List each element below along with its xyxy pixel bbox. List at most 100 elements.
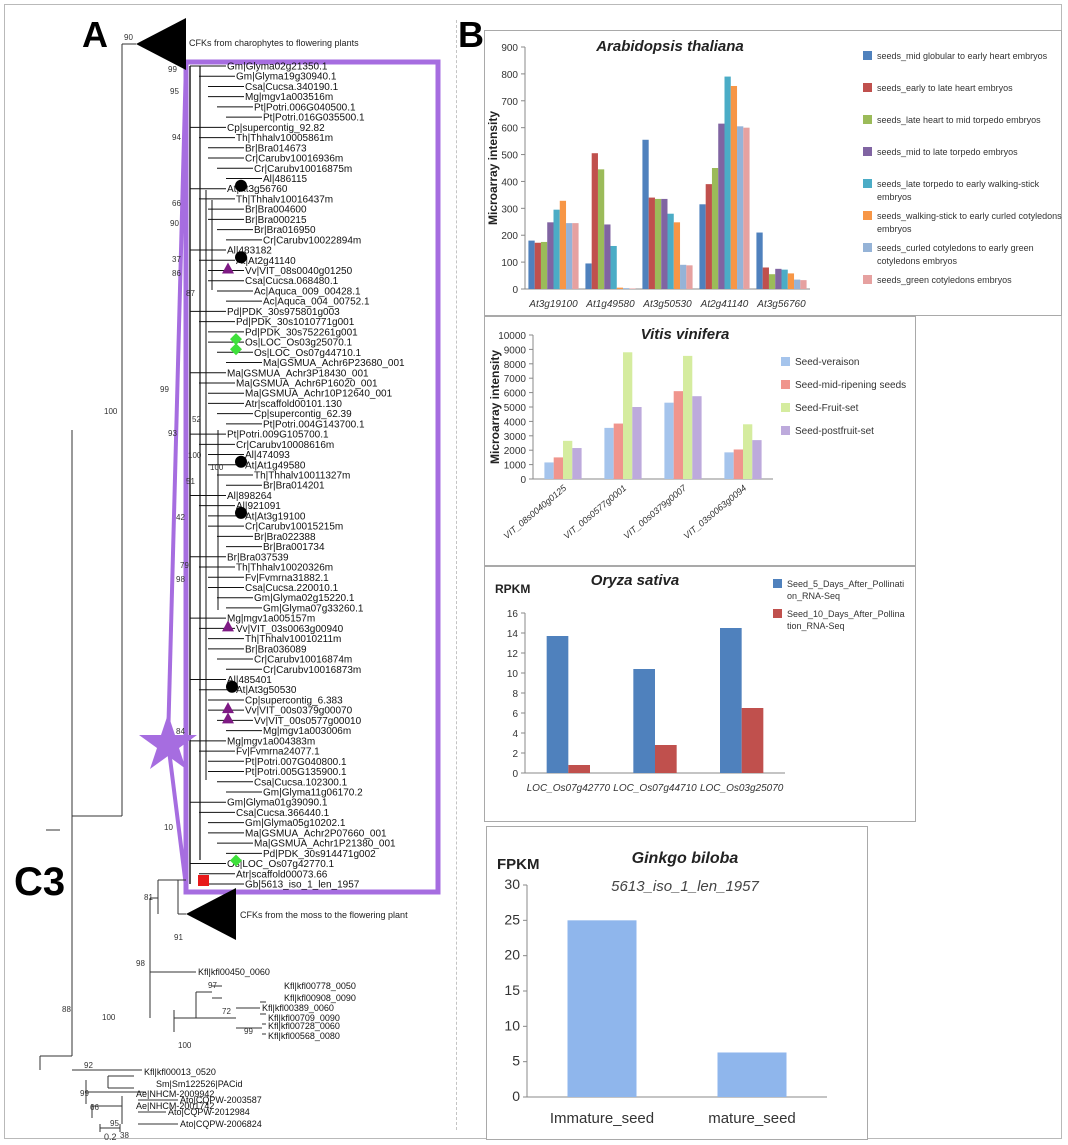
category-label: At3g50530 — [642, 299, 692, 310]
bar-LOC_Os07g42770-0 — [546, 636, 569, 773]
bar-At2g41140-4 — [724, 76, 731, 289]
y-tick-label: 3000 — [504, 432, 527, 443]
bar-VIT_08s0040g0125-0 — [544, 462, 554, 479]
support-value: 38 — [120, 1131, 129, 1140]
leaf-label: At|At2g41140 — [236, 256, 296, 267]
bar-At2g41140-7 — [743, 127, 750, 290]
vitis-chart: Vitis vinifera Microarray intensity 0 1000 2… — [488, 326, 906, 541]
outgroup-leaf-label: Kfl|kfl00728_0060 — [268, 1021, 340, 1031]
y-axis-label: FPKM — [497, 856, 540, 873]
legend-label: Seed-veraison — [795, 357, 859, 368]
leaf-label: Th|Thhalv10011327m — [254, 471, 350, 482]
leaf-label: Pt|Potri.004G143700.1 — [263, 419, 365, 430]
bar-At1g49580-5 — [616, 287, 624, 289]
category-label: At3g19100 — [528, 299, 578, 310]
bar-At2g41140-6 — [737, 126, 744, 289]
y-tick-label: 30 — [504, 876, 520, 892]
collapsed-clade-bottom — [186, 888, 236, 940]
panel-divider — [456, 20, 457, 1130]
bar-At1g49580-2 — [597, 169, 605, 289]
outgroup-leaf-label: Ae|NHCM-2009942 — [136, 1089, 214, 1099]
ancestor-star — [139, 714, 197, 769]
bar-At3g56760-4 — [781, 269, 788, 289]
leaf-label: Gm|Glyma02g21350.1 — [227, 62, 328, 73]
bar-VIT_00s0577g0001-0 — [604, 427, 614, 479]
outgroup-leaf-label: Kfl|kfl00389_0060 — [262, 1003, 334, 1013]
leaf-label: At|At3g56760 — [227, 184, 288, 195]
leaf-label: Os|LOC_Os07g44710.1 — [254, 348, 362, 359]
support-value: 88 — [62, 1005, 71, 1014]
category-label: LOC_Os07g42770 — [527, 783, 611, 794]
oryza-chart: Oryza sativa RPKM 0 2 4 6 8 10 12 14 16 LOC_Os07g42… — [495, 572, 905, 794]
leaf-label: Pd|PDK_30s1010771g001 — [236, 317, 355, 328]
bar-At3g56760-0 — [756, 232, 763, 289]
legend-label: embryos — [877, 224, 912, 234]
y-tick-label: 500 — [501, 151, 518, 162]
leaf-label: Cr|Carubv10015215m — [245, 522, 343, 533]
support-value: 10 — [164, 823, 173, 832]
support-value: 66 — [172, 199, 181, 208]
scale-bar-label: 0.2 — [104, 1132, 117, 1142]
leaf-label: Pt|Potri.006G040500.1 — [254, 102, 356, 113]
outgroup-leaf-label: Ae|NHCM-2001742 — [136, 1101, 214, 1111]
legend-label: Seed-postfruit-set — [795, 426, 874, 437]
legend-label: tion_RNA-Seq — [787, 621, 845, 631]
y-tick-label: 0 — [512, 1088, 520, 1104]
y-tick-label: 20 — [504, 947, 520, 963]
bar-At3g19100-7 — [572, 223, 579, 289]
chart-title: Ginkgo biloba — [632, 850, 739, 867]
leaf-label: Gm|Glyma05g10202.1 — [245, 818, 346, 829]
bar-At1g49580-3 — [604, 224, 611, 289]
ginkgo-chart: Ginkgo biloba 5613_iso_1_len_1957 FPKM 0 5 10… — [497, 850, 827, 1127]
vitis-marker — [222, 712, 234, 724]
support-value: 99 — [168, 65, 177, 74]
leaf-label: Gb|5613_iso_1_len_1957 — [245, 880, 360, 891]
leaf-label: Cp|supercontig_62.39 — [254, 409, 352, 420]
legend-swatch — [863, 179, 872, 188]
bar-VIT_08s0040g0125-1 — [553, 457, 563, 479]
bar-VIT_08s0040g0125-2 — [563, 440, 573, 479]
leaf-label: Th|Thhalv10010211m — [245, 634, 341, 645]
outgroup-leaf-label: Kfl|kfl00568_0080 — [268, 1031, 340, 1041]
legend-label: cotyledons embryos — [877, 256, 958, 266]
leaf-label: Ma|GSMUA_Achr2P07660_001 — [245, 828, 387, 839]
y-tick-label: 200 — [501, 231, 518, 242]
legend-swatch — [781, 403, 790, 412]
leaf-label: Pd|PDK_30s914471g002 — [263, 849, 376, 860]
y-tick-label: 0 — [512, 285, 518, 296]
leaf-label: Csa|Cucsa.366440.1 — [236, 808, 330, 819]
bar-At2g41140-5 — [730, 85, 738, 289]
support-value: 92 — [84, 1061, 93, 1070]
bar-At3g19100-0 — [528, 240, 535, 289]
y-tick-label: 5000 — [504, 403, 527, 414]
leaf-label: Br|Bra000215 — [245, 215, 307, 226]
leaf-label: Pt|Potri.009G105700.1 — [227, 430, 329, 441]
clade-label-bottom: CFKs from the moss to the flowering plan… — [240, 910, 408, 920]
leaf-label: Th|Thhalv10020326m — [236, 563, 333, 574]
support-value: 98 — [136, 959, 145, 968]
outgroup-leaf-label: Sm|Sm122526|PACid — [156, 1079, 243, 1089]
outgroup-leaf-label: Kfl|kfl00908_0090 — [284, 993, 356, 1003]
leaf-label: Fv|Fvmrna31882.1 — [245, 573, 329, 584]
leaf-label: Vv|VIT_08s0040g01250 — [245, 266, 353, 277]
bar-At3g19100-5 — [559, 200, 567, 289]
legend-swatch — [863, 243, 872, 252]
bar-At3g50530-2 — [654, 198, 662, 289]
arabidopsis-chart: Arabidopsis thaliana Microarray intensity… — [486, 38, 1062, 310]
leaf-label: Pt|Potri.016G035500.1 — [263, 113, 365, 124]
outgroup-leaf-label: Ato|CQPW-2003587 — [180, 1095, 262, 1105]
leaf-label: Os|LOC_Os03g25070.1 — [245, 338, 353, 349]
legend-label: Seed-mid-ripening seeds — [795, 380, 906, 391]
category-label: VIT_03s0063g0094 — [682, 483, 749, 541]
legend-swatch — [781, 357, 790, 366]
legend-label: Seed-Fruit-set — [795, 403, 859, 414]
phylogenetic-tree: CFKs from charophytes to flowering plant… — [39, 18, 441, 1142]
leaf-label: At|At3g19100 — [245, 511, 306, 522]
support-value: 100 — [188, 451, 202, 460]
bar-At3g56760-7 — [800, 280, 807, 289]
y-tick-label: 16 — [507, 609, 519, 620]
legend-swatch — [863, 211, 872, 220]
leaf-label: Vv|VIT_00s0577g00010 — [254, 716, 362, 727]
y-tick-label: 6 — [512, 709, 518, 720]
leaf-label: Ac|Aquca_004_00752.1 — [263, 297, 370, 308]
